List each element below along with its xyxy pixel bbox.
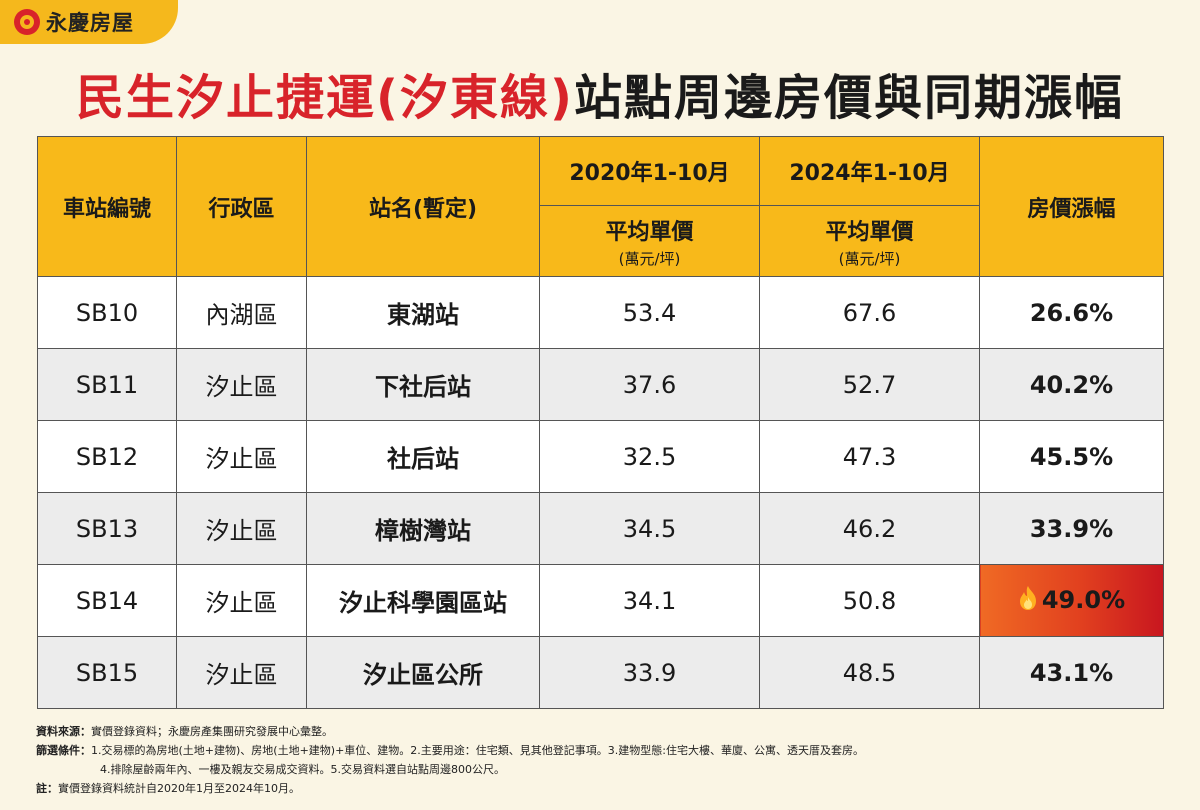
page-title: 民生汐止捷運(汐東線)站點周邊房價與同期漲幅 [0,58,1200,128]
unit-label: (萬元/坪) [838,249,901,268]
cell-price-2024: 46.2 [759,492,980,565]
cell-station: 汐止科學園區站 [306,564,540,637]
price-table: 車站編號 行政區 站名(暫定) 2020年1-10月 2024年1-10月 房價… [37,136,1164,709]
brand-logo-icon [14,9,40,35]
table-row: SB11 汐止區 下社后站 37.6 52.7 40.2% [37,348,1164,421]
cell-code: SB13 [37,492,177,565]
cell-growth-highlight: 49.0% [979,564,1164,637]
cell-growth-value: 49.0% [1041,585,1126,614]
cell-price-2020: 33.9 [539,636,760,709]
avg-price-label: 平均單價 [825,219,914,245]
table-row: SB15 汐止區 汐止區公所 33.9 48.5 43.1% [37,636,1164,709]
cell-growth: 45.5% [979,420,1164,493]
header-station-code: 車站編號 [37,136,177,277]
cell-price-2024: 67.6 [759,276,980,349]
filter-text-1: 1.交易標的為房地(土地+建物)、房地(土地+建物)+車位、建物。2.主要用途：… [91,744,865,757]
header-avg-price-2024: 平均單價 (萬元/坪) [759,205,980,277]
cell-price-2024: 48.5 [759,636,980,709]
filter-note: 篩選條件：1.交易標的為房地(土地+建物)、房地(土地+建物)+車位、建物。2.… [36,741,1176,760]
cell-district: 汐止區 [176,492,307,565]
header-district: 行政區 [176,136,307,277]
cell-district: 內湖區 [176,276,307,349]
cell-growth: 43.1% [979,636,1164,709]
cell-district: 汐止區 [176,636,307,709]
cell-station: 社后站 [306,420,540,493]
cell-station: 樟樹灣站 [306,492,540,565]
cell-station: 東湖站 [306,276,540,349]
title-red-part: 民生汐止捷運(汐東線) [76,70,574,126]
avg-price-label: 平均單價 [605,219,694,245]
note-text: 實價登錄資料統計自2020年1月至2024年10月。 [58,782,300,795]
table-row: SB14 汐止區 汐止科學園區站 34.1 50.8 49.0% [37,564,1164,637]
filter-text-2: 4.排除屋齡兩年內、一樓及親友交易成交資料。5.交易資料選自站點周邊800公尺。 [100,763,505,776]
table-row: SB13 汐止區 樟樹灣站 34.5 46.2 33.9% [37,492,1164,565]
header-growth: 房價漲幅 [979,136,1164,277]
cell-code: SB10 [37,276,177,349]
cell-price-2020: 37.6 [539,348,760,421]
header-avg-price-2020: 平均單價 (萬元/坪) [539,205,760,277]
header-period-2024: 2024年1-10月 [759,136,980,206]
cell-price-2024: 50.8 [759,564,980,637]
cell-code: SB15 [37,636,177,709]
cell-code: SB14 [37,564,177,637]
cell-district: 汐止區 [176,420,307,493]
cell-district: 汐止區 [176,348,307,421]
cell-price-2020: 53.4 [539,276,760,349]
header-period-2020: 2020年1-10月 [539,136,760,206]
brand-badge: 永慶房屋 [0,0,178,44]
source-text: 實價登錄資料；永慶房產集團研究發展中心彙整。 [91,725,333,738]
fire-icon [1018,585,1038,617]
cell-station: 汐止區公所 [306,636,540,709]
cell-growth: 33.9% [979,492,1164,565]
cell-price-2020: 34.1 [539,564,760,637]
unit-label: (萬元/坪) [618,249,681,268]
cell-price-2020: 32.5 [539,420,760,493]
source-note: 資料來源：實價登錄資料；永慶房產集團研究發展中心彙整。 [36,722,1176,741]
cell-code: SB12 [37,420,177,493]
note-label: 註： [36,782,58,795]
table-row: SB12 汐止區 社后站 32.5 47.3 45.5% [37,420,1164,493]
header-station-name: 站名(暫定) [306,136,540,277]
title-black-part: 站點周邊房價與同期漲幅 [573,70,1124,126]
cell-station: 下社后站 [306,348,540,421]
cell-price-2024: 47.3 [759,420,980,493]
filter-note-continued: 4.排除屋齡兩年內、一樓及親友交易成交資料。5.交易資料選自站點周邊800公尺。 [36,760,1176,779]
source-label: 資料來源： [36,725,91,738]
brand-name: 永慶房屋 [46,11,134,35]
cell-district: 汐止區 [176,564,307,637]
footnotes: 資料來源：實價登錄資料；永慶房產集團研究發展中心彙整。 篩選條件：1.交易標的為… [36,722,1176,798]
cell-code: SB11 [37,348,177,421]
cell-growth: 26.6% [979,276,1164,349]
cell-price-2024: 52.7 [759,348,980,421]
cell-price-2020: 34.5 [539,492,760,565]
filter-label: 篩選條件： [36,744,91,757]
remark-note: 註：實價登錄資料統計自2020年1月至2024年10月。 [36,779,1176,798]
table-row: SB10 內湖區 東湖站 53.4 67.6 26.6% [37,276,1164,349]
cell-growth: 40.2% [979,348,1164,421]
